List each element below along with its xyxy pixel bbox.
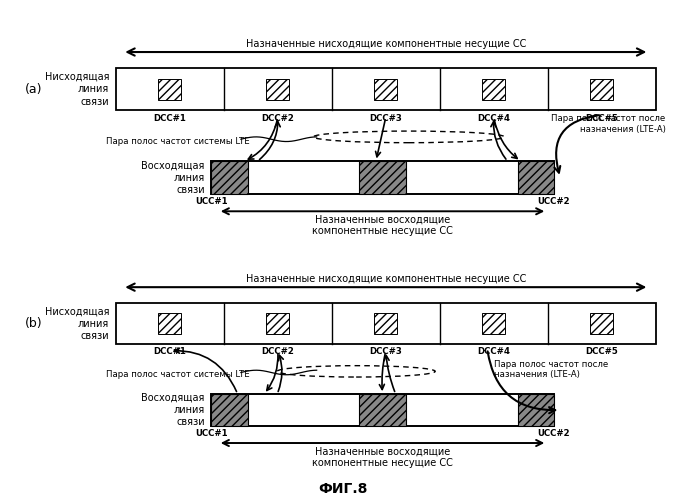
- Text: DCC#4: DCC#4: [477, 114, 510, 122]
- Text: Пара полос частот системы LTE: Пара полос частот системы LTE: [106, 370, 250, 380]
- Text: Назначенные восходящие
компонентные несущие СС: Назначенные восходящие компонентные несу…: [312, 446, 453, 468]
- Text: DCC#1: DCC#1: [154, 114, 186, 122]
- Text: DCC#3: DCC#3: [369, 348, 402, 356]
- Bar: [211, 162, 248, 194]
- Text: (b): (b): [25, 317, 43, 330]
- Text: Пара полос частот после
назначения (LTE-A): Пара полос частот после назначения (LTE-…: [552, 114, 665, 134]
- Text: DCC#5: DCC#5: [585, 348, 618, 356]
- Bar: [116, 68, 656, 110]
- Text: (a): (a): [25, 82, 43, 96]
- Text: UCC#1: UCC#1: [195, 430, 228, 438]
- Bar: [116, 303, 656, 344]
- Bar: [482, 79, 506, 100]
- Bar: [590, 314, 613, 334]
- Bar: [517, 394, 554, 426]
- Text: Нисходящая
линия
связи: Нисходящая линия связи: [45, 306, 109, 341]
- Text: DCC#2: DCC#2: [261, 114, 294, 122]
- Bar: [158, 79, 181, 100]
- Text: Нисходящая
линия
связи: Нисходящая линия связи: [45, 72, 109, 106]
- Text: UCC#2: UCC#2: [537, 198, 570, 206]
- Bar: [211, 394, 248, 426]
- Bar: [266, 79, 289, 100]
- Bar: [375, 79, 397, 100]
- Text: Пара полос частот системы LTE: Пара полос частот системы LTE: [106, 137, 250, 146]
- Text: DCC#2: DCC#2: [261, 348, 294, 356]
- Bar: [517, 162, 554, 194]
- Text: DCC#1: DCC#1: [154, 348, 186, 356]
- Bar: [211, 394, 554, 426]
- Text: DCC#4: DCC#4: [477, 348, 510, 356]
- Text: Назначенные нисходящие компонентные несущие СС: Назначенные нисходящие компонентные несу…: [246, 38, 526, 48]
- Text: DCC#3: DCC#3: [369, 114, 402, 122]
- Text: UCC#1: UCC#1: [195, 198, 228, 206]
- Bar: [590, 79, 613, 100]
- Bar: [266, 314, 289, 334]
- Text: UCC#2: UCC#2: [537, 430, 570, 438]
- Bar: [482, 314, 506, 334]
- Text: Восходящая
линия
связи: Восходящая линия связи: [141, 392, 204, 428]
- Text: ФИГ.8: ФИГ.8: [318, 482, 368, 496]
- Bar: [375, 314, 397, 334]
- Text: Восходящая
линия
связи: Восходящая линия связи: [141, 160, 204, 195]
- Bar: [211, 162, 554, 194]
- Text: Назначенные восходящие
компонентные несущие СС: Назначенные восходящие компонентные несу…: [312, 215, 453, 236]
- Text: DCC#5: DCC#5: [585, 114, 618, 122]
- Bar: [158, 314, 181, 334]
- Bar: [359, 162, 405, 194]
- Text: Пара полос частот после
назначения (LTE-A): Пара полос частот после назначения (LTE-…: [494, 360, 608, 380]
- Text: Назначенные нисходящие компонентные несущие СС: Назначенные нисходящие компонентные несу…: [246, 274, 526, 284]
- Bar: [359, 394, 405, 426]
